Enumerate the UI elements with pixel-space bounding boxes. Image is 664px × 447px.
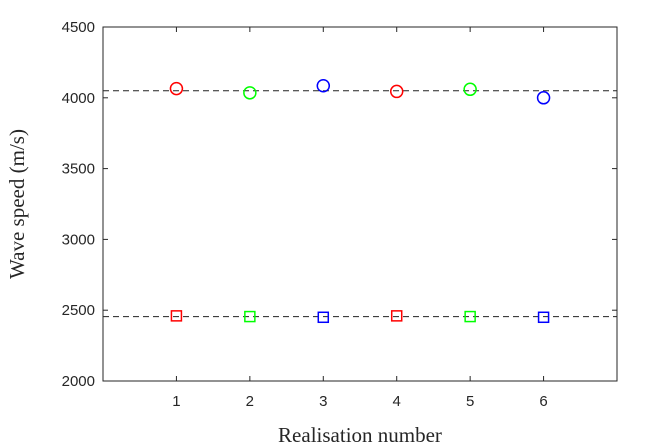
axis-ticks: 1 2 3 4 5 6 2000 2500 3000 3500 4000 4500 bbox=[62, 19, 617, 410]
square-marker-4 bbox=[390, 310, 403, 322]
y-tick-label: 4000 bbox=[62, 90, 95, 107]
x-tick-label: 4 bbox=[393, 393, 401, 410]
circle-marker-5 bbox=[463, 82, 477, 97]
x-axis-label: Realisation number bbox=[278, 423, 442, 447]
reference-lines bbox=[103, 90, 617, 318]
plot-area-frame bbox=[102, 26, 618, 382]
y-tick-label: 2500 bbox=[62, 302, 95, 319]
x-tick-label: 2 bbox=[246, 393, 254, 410]
y-tick-label: 4500 bbox=[62, 19, 95, 36]
y-tick-label: 3500 bbox=[62, 161, 95, 178]
x-tick-label: 5 bbox=[466, 393, 474, 410]
circle-marker-4 bbox=[389, 84, 404, 99]
x-tick-label: 3 bbox=[319, 393, 327, 410]
square-marker-3 bbox=[317, 311, 330, 324]
square-marker-5 bbox=[464, 310, 476, 323]
x-tick-label: 6 bbox=[539, 393, 547, 410]
square-marker-6 bbox=[537, 311, 550, 324]
data-markers bbox=[169, 79, 551, 324]
x-tick-label: 1 bbox=[172, 393, 180, 410]
circle-marker-2 bbox=[243, 86, 257, 100]
y-tick-label: 3000 bbox=[62, 231, 95, 248]
circle-marker-1 bbox=[169, 81, 184, 96]
circle-marker-6 bbox=[536, 91, 551, 105]
y-tick-label: 2000 bbox=[62, 373, 95, 390]
y-axis-label: Wave speed (m/s) bbox=[5, 129, 29, 279]
circle-marker-3 bbox=[316, 79, 331, 93]
square-marker-2 bbox=[244, 310, 256, 323]
square-marker-1 bbox=[170, 310, 183, 322]
